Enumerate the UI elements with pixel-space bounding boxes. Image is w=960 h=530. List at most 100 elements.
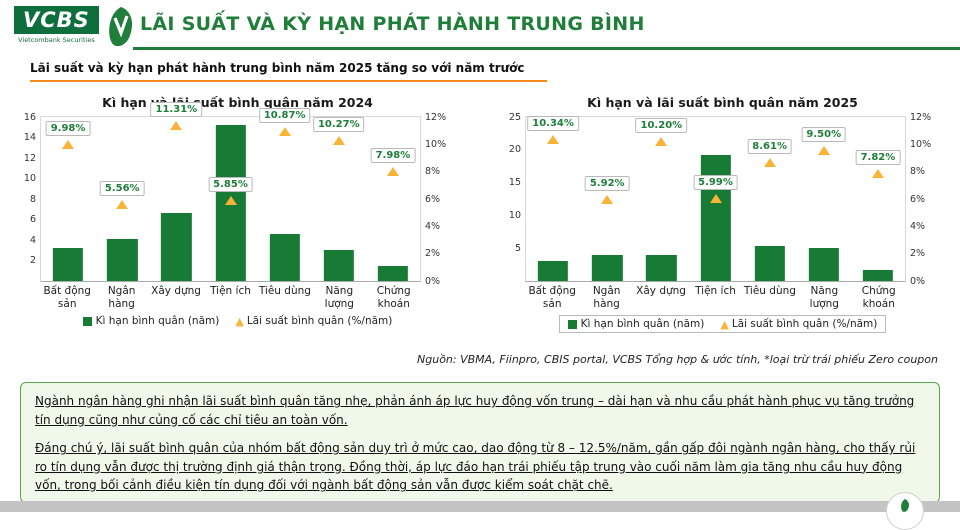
rate-marker-icon (332, 135, 345, 145)
footer-leaf-icon (900, 498, 910, 529)
legend-item-rates: ▲ Lãi suất bình quân (%/năm) (720, 318, 877, 330)
y-axis-tick-right: 8% (425, 165, 441, 177)
rate-marker-icon (62, 139, 75, 149)
legend-label-rates: Lãi suất bình quân (%/năm) (731, 318, 878, 331)
header: VCBS Vietcombank Securities LÃI SUẤT VÀ … (0, 0, 960, 52)
vcbs-leaf-icon (106, 6, 136, 54)
y-axis-tick-right: 4% (425, 220, 441, 232)
chart-legend: Kì hạn bình quân (năm) ▲ Lãi suất bình q… (82, 315, 392, 328)
slide-subtitle: Lãi suất và kỳ hạn phát hành trung bình … (30, 61, 547, 82)
category-axis: Bất động sản Ngân hàng Xây dựng Tiện ích Tiê… (40, 285, 421, 310)
legend-item-bars: Kì hạn bình quân (năm) (567, 318, 705, 331)
category-label: Tiêu dùng (743, 285, 796, 297)
summary-paragraph-1: Ngành ngân hàng ghi nhận lãi suất bình q… (35, 394, 915, 427)
page-title: LÃI SUẤT VÀ KỲ HẠN PHÁT HÀNH TRUNG BÌNH (140, 13, 645, 35)
y-axis-tick-right: 6% (425, 193, 441, 205)
y-axis-tick-right: 10% (425, 138, 447, 150)
rate-marker-icon (278, 127, 291, 137)
category-axis: Bất động sản Ngân hàng Xây dựng Tiện ích Tiê… (525, 285, 906, 310)
chart-plot-area: 2 4 6 8 10 12 14 16 0% 2% 4% 6% 8% 10% 12% 9.98% 5.56% 11… (24, 102, 446, 285)
y-axis-tick-left: 14 (23, 131, 36, 143)
bar (161, 213, 192, 281)
vcbs-logo: VCBS Vietcombank Securities (14, 6, 136, 54)
rate-label: 5.99% (693, 175, 738, 191)
header-divider (133, 47, 960, 50)
chart-title-2025: Kì hạn và lãi suất bình quân năm 2025 (587, 95, 858, 110)
legend-item-rates: ▲ Lãi suất bình quân (%/năm) (235, 315, 392, 327)
rate-label: 10.34% (527, 115, 579, 131)
y-axis-tick-left: 16 (23, 111, 36, 123)
chart-2025: Kì hạn và lãi suất bình quân năm 2025 5 1… (493, 95, 952, 334)
bar (862, 269, 894, 281)
bar (107, 238, 138, 281)
rate-marker-icon (655, 136, 668, 146)
y-axis-tick-left: 5 (514, 242, 521, 254)
category-label: Chứng khoán (376, 285, 411, 310)
rate-marker-icon (116, 200, 129, 210)
category-label: Năng lượng (324, 285, 354, 310)
y-axis-tick-right: 0% (425, 275, 441, 287)
bar-swatch-icon (567, 319, 577, 329)
chart-title-2024: Kì hạn và lãi suất bình quân năm 2024 (102, 95, 373, 110)
y-axis-tick-left: 10 (23, 172, 36, 184)
y-axis-tick-right: 4% (910, 220, 926, 232)
category-label: Năng lượng (809, 285, 839, 310)
category-label: Tiện ích (210, 285, 251, 297)
y-axis-tick-right: 8% (910, 165, 926, 177)
rate-marker-icon (170, 121, 183, 131)
rate-label: 9.98% (45, 120, 91, 136)
y-axis-tick-right: 6% (910, 193, 926, 205)
chart-2024: Kì hạn và lãi suất bình quân năm 2024 2 4… (8, 95, 467, 333)
rate-label: 9.50% (801, 127, 847, 143)
summary-paragraph-2: Đáng chú ý, lãi suất bình quân của nhóm … (35, 441, 916, 493)
rate-label: 10.20% (635, 117, 688, 133)
y-axis-tick-right: 12% (910, 111, 932, 123)
category-label: Bất động sản (528, 285, 576, 310)
bar (269, 233, 300, 281)
bar (592, 255, 623, 281)
rate-label: 7.82% (855, 150, 901, 166)
bar (700, 155, 731, 281)
footer-bar (0, 501, 960, 512)
y-axis-tick-right: 12% (425, 111, 447, 123)
legend-label-bars: Kì hạn bình quân (năm) (95, 315, 220, 328)
y-axis-tick-left: 20 (508, 144, 521, 156)
source-note: Nguồn: VBMA, Fiinpro, CBIS portal, VCBS … (417, 353, 938, 366)
legend-label-bars: Kì hạn bình quân (năm) (580, 318, 705, 331)
rate-marker-icon (817, 146, 830, 156)
y-axis-tick-left: 6 (29, 213, 36, 225)
y-axis-tick-left: 8 (29, 193, 36, 205)
category-label: Ngân hàng (592, 285, 621, 310)
y-axis-tick-left: 2 (29, 254, 36, 266)
rate-marker-icon (871, 169, 884, 179)
bar (808, 248, 839, 281)
category-label: Tiêu dùng (258, 285, 311, 297)
rate-marker-icon (601, 195, 614, 205)
legend-item-bars: Kì hạn bình quân (năm) (82, 315, 220, 328)
y-axis-tick-left: 25 (508, 111, 521, 123)
chart-legend: Kì hạn bình quân (năm) ▲ Lãi suất bình q… (558, 315, 887, 334)
chart-plot-wrap: 2 4 6 8 10 12 14 16 0% 2% 4% 6% 8% 10% 12% 9.98% 5.56% 11… (8, 102, 467, 285)
category-label: Xây dựng (151, 285, 201, 297)
rate-label: 8.61% (747, 139, 792, 155)
category-label: Ngân hàng (107, 285, 136, 310)
rate-label: 5.56% (99, 181, 145, 197)
chart-plot-area: 5 10 15 20 25 0% 2% 4% 6% 8% 10% 12% 10.34% 5.92% 10.2… (509, 112, 931, 285)
rate-label: 5.92% (584, 176, 630, 192)
rate-label: 11.31% (150, 102, 203, 118)
rate-marker-icon (386, 166, 399, 176)
rate-marker-icon (547, 134, 560, 144)
bar (537, 261, 569, 281)
y-axis-tick-right: 10% (910, 138, 932, 150)
bar (377, 265, 409, 281)
category-label: Chứng khoán (861, 285, 896, 310)
bar (754, 245, 785, 281)
y-axis-tick-left: 4 (29, 234, 36, 246)
vcbs-logo-subtext: Vietcombank Securities (18, 36, 95, 44)
bar-swatch-icon (82, 316, 92, 326)
rate-label: 10.27% (312, 116, 365, 132)
charts-row: Kì hạn và lãi suất bình quân năm 2024 2 4… (8, 95, 952, 334)
rate-label: 5.85% (208, 177, 253, 193)
rate-marker-icon (763, 158, 776, 168)
y-axis-tick-right: 2% (425, 247, 441, 259)
